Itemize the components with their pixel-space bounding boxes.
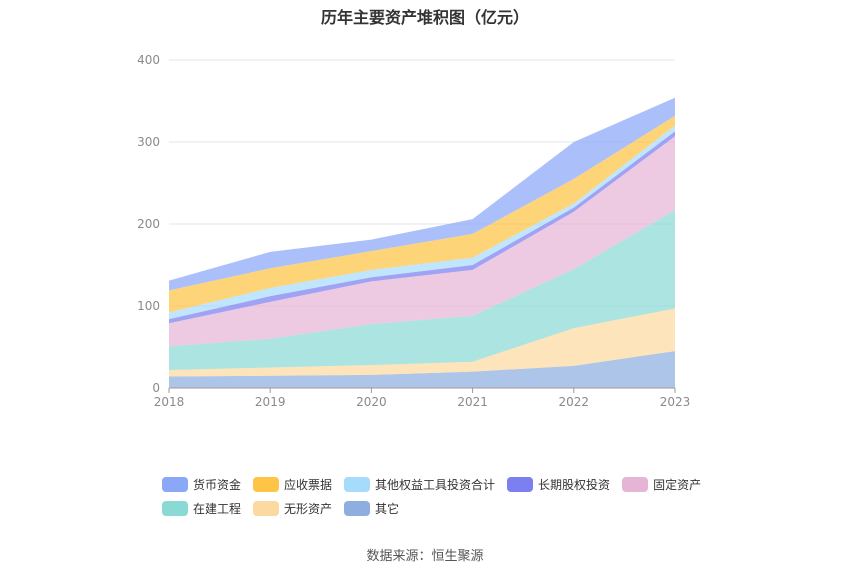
legend-item[interactable]: 其他权益工具投资合计 <box>344 476 495 493</box>
legend: 货币资金 应收票据 其他权益工具投资合计 长期股权投资 固定资产 在建工程 无形资产 其它 <box>162 472 722 520</box>
x-tick-label: 2018 <box>154 395 185 409</box>
legend-label: 无形资产 <box>284 501 333 516</box>
legend-label: 应收票据 <box>284 477 333 492</box>
legend-swatch <box>162 500 188 516</box>
area-无形资产[interactable] <box>169 308 675 377</box>
area-货币资金[interactable] <box>169 97 675 291</box>
legend-swatch <box>253 476 280 492</box>
legend-item[interactable]: 货币资金 <box>162 476 241 493</box>
x-tick-label: 2021 <box>457 395 488 409</box>
area-应收票据[interactable] <box>169 115 675 313</box>
legend-row: 货币资金 应收票据 其他权益工具投资合计 长期股权投资 固定资产 <box>162 472 722 496</box>
legend-item[interactable]: 固定资产 <box>622 476 701 493</box>
legend-swatch <box>622 476 649 492</box>
x-tick-label: 2022 <box>559 395 590 409</box>
legend-item[interactable]: 无形资产 <box>253 500 332 517</box>
legend-label: 货币资金 <box>193 477 242 492</box>
legend-label: 其它 <box>375 501 400 516</box>
legend-swatch <box>507 476 534 492</box>
x-tick-label: 2023 <box>660 395 691 409</box>
axes: 2018 2019 2020 2021 2022 2023 <box>154 387 691 409</box>
y-tick-label: 0 <box>152 381 160 395</box>
legend-swatch <box>253 500 280 516</box>
legend-label: 在建工程 <box>193 501 242 516</box>
chart-title: 历年主要资产堆积图（亿元） <box>320 8 529 27</box>
y-tick-label: 200 <box>137 217 160 231</box>
area-其它[interactable] <box>169 351 675 388</box>
y-tick-label: 400 <box>137 53 160 67</box>
legend-label: 固定资产 <box>653 477 702 492</box>
y-tick-label: 100 <box>137 299 160 313</box>
legend-row: 在建工程 无形资产 其它 <box>162 496 722 520</box>
legend-swatch <box>344 476 371 492</box>
legend-label: 其他权益工具投资合计 <box>375 477 496 492</box>
x-tick-label: 2020 <box>356 395 387 409</box>
legend-item[interactable]: 应收票据 <box>253 476 332 493</box>
data-source: 数据来源：恒生聚源 <box>366 549 484 564</box>
legend-item[interactable]: 其它 <box>344 500 399 517</box>
legend-swatch <box>162 476 188 492</box>
area-series <box>169 97 675 388</box>
area-在建工程[interactable] <box>169 210 675 370</box>
legend-item[interactable]: 在建工程 <box>162 500 241 517</box>
area-固定资产[interactable] <box>169 136 675 347</box>
legend-label: 长期股权投资 <box>538 477 611 492</box>
x-tick-label: 2019 <box>255 395 286 409</box>
legend-swatch <box>344 500 371 516</box>
y-tick-label: 300 <box>137 135 160 149</box>
legend-item[interactable]: 长期股权投资 <box>507 476 610 493</box>
